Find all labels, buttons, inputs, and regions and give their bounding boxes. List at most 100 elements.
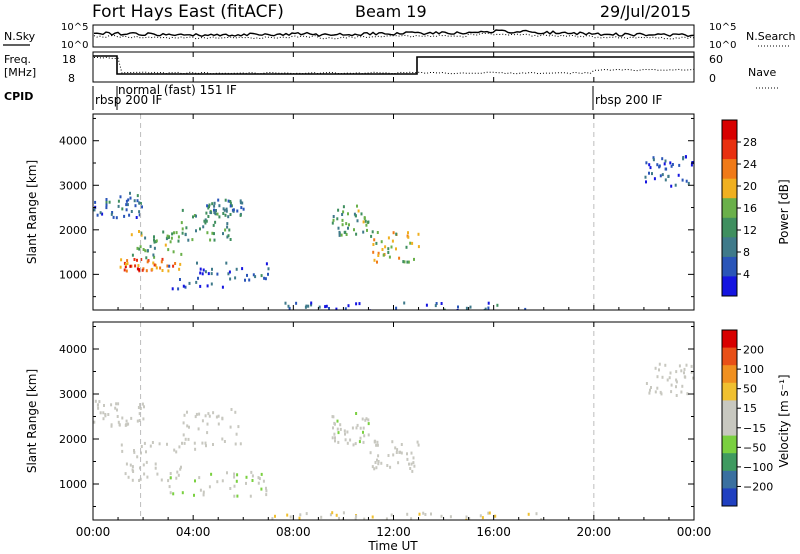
y-tick-label: 3000 xyxy=(59,388,87,401)
scatter-cell xyxy=(173,448,176,452)
scatter-cell xyxy=(145,460,148,464)
scatter-cell xyxy=(175,231,178,235)
scatter-cell xyxy=(206,231,209,235)
scatter-cell xyxy=(411,469,414,473)
scatter-cell xyxy=(194,479,196,483)
scatter-cell xyxy=(651,172,653,176)
scatter-cell xyxy=(210,472,213,476)
scatter-cell xyxy=(484,307,487,310)
scatter-cell xyxy=(343,429,346,433)
scatter-cell xyxy=(172,492,175,496)
scatter-cell xyxy=(381,248,384,251)
scatter-cell xyxy=(213,211,216,214)
scatter-cell xyxy=(654,366,657,370)
scatter-cell xyxy=(218,204,221,208)
scatter-cell xyxy=(139,245,142,249)
scatter-cell xyxy=(344,438,347,442)
scatter-cell xyxy=(332,218,335,222)
scatter-cell xyxy=(338,233,341,237)
scatter-cell xyxy=(237,425,240,429)
scatter-cell xyxy=(123,268,126,272)
scatter-cell xyxy=(140,258,143,261)
scatter-cell xyxy=(342,205,345,209)
colorbar-swatch xyxy=(722,217,737,238)
scatter-cell xyxy=(369,451,372,455)
scatter-cell xyxy=(385,517,388,520)
scatter-cell xyxy=(387,247,390,251)
scatter-cell xyxy=(656,163,659,167)
scatter-cell xyxy=(362,426,365,430)
scatter-cell xyxy=(345,222,348,226)
scatter-cell xyxy=(430,512,432,516)
velocity-panel-frame xyxy=(92,321,695,521)
scatter-cell xyxy=(328,307,330,310)
scatter-cell xyxy=(181,491,184,495)
scatter-cell xyxy=(131,465,134,469)
scatter-cell xyxy=(358,440,361,444)
scatter-cell xyxy=(690,370,693,374)
scatter-cell xyxy=(372,243,375,246)
scatter-cell xyxy=(406,260,409,264)
scatter-cell xyxy=(324,305,327,309)
scatter-cell xyxy=(117,204,120,208)
scatter-cell xyxy=(115,402,118,406)
scatter-cell xyxy=(204,270,207,274)
scatter-cell xyxy=(339,423,342,427)
nave-tick-top: 60 xyxy=(709,53,723,66)
colorbar-swatch xyxy=(722,453,737,472)
noise-sky-label: N.Sky xyxy=(4,30,36,43)
scatter-cell xyxy=(188,281,191,285)
scatter-cell xyxy=(678,163,681,167)
scatter-cell xyxy=(374,439,377,443)
scatter-cell xyxy=(487,306,490,310)
scatter-cell xyxy=(375,241,378,245)
scatter-cell xyxy=(132,470,135,473)
scatter-cell xyxy=(199,488,202,492)
scatter-cell xyxy=(417,232,420,236)
scatter-cell xyxy=(181,231,184,235)
scatter-cell xyxy=(540,518,543,520)
scatter-cell xyxy=(661,157,664,161)
scatter-cell xyxy=(410,451,413,455)
scatter-cell xyxy=(331,436,334,440)
scatter-cell xyxy=(226,225,229,229)
scatter-cell xyxy=(160,478,163,482)
scatter-cell xyxy=(108,200,111,204)
scatter-cell xyxy=(203,219,206,223)
scatter-cell xyxy=(217,414,220,418)
scatter-cell xyxy=(677,173,680,177)
scatter-cell xyxy=(487,301,490,305)
freq-label-line2: [MHz] xyxy=(4,66,36,79)
scatter-cell xyxy=(212,223,215,227)
nave-tick-bottom: 0 xyxy=(709,72,716,85)
scatter-cell xyxy=(140,231,143,235)
scatter-cell xyxy=(354,517,357,520)
scatter-cell xyxy=(213,201,216,205)
colorbar-swatch xyxy=(722,276,737,297)
scatter-cell xyxy=(133,199,136,203)
scatter-cell xyxy=(164,243,167,247)
scatter-cell xyxy=(675,370,678,374)
scatter-cell xyxy=(173,231,175,235)
scatter-cell xyxy=(226,222,229,226)
velocity-colorbar-label: Velocity [m s⁻¹] xyxy=(777,374,791,467)
scatter-cell xyxy=(341,213,344,216)
scatter-cell xyxy=(191,238,194,242)
colorbar-tick-label: 12 xyxy=(743,224,757,237)
scatter-cell xyxy=(686,392,689,396)
scatter-cell xyxy=(125,423,128,427)
scatter-cell xyxy=(355,302,358,306)
scatter-cell xyxy=(254,275,257,279)
scatter-cell xyxy=(169,240,172,244)
scatter-cell xyxy=(153,238,155,242)
noise-sky-line xyxy=(93,29,695,38)
scatter-cell xyxy=(382,253,385,257)
scatter-cell xyxy=(332,426,334,430)
colorbar-swatch xyxy=(722,120,737,141)
scatter-cell xyxy=(146,249,149,253)
scatter-cell xyxy=(206,284,209,288)
scatter-cell xyxy=(363,216,366,220)
colorbar-swatch xyxy=(722,435,737,454)
scatter-cell xyxy=(406,457,409,461)
scatter-cell xyxy=(215,415,218,419)
